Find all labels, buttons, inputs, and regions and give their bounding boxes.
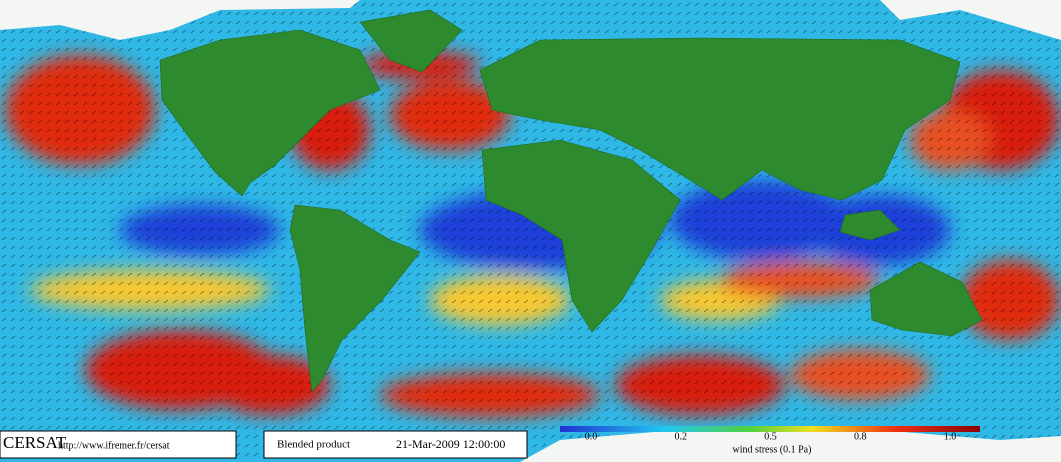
colorbar-tick-label: 1.0 xyxy=(944,431,957,442)
colorbar-tick-label: 0.5 xyxy=(764,431,777,442)
product: Blended product xyxy=(277,439,350,451)
arctic-ice xyxy=(0,0,360,40)
colorbar-tick-label: 0.2 xyxy=(675,431,688,442)
footer: CERSAT http://www.ifremer.fr/cersat Blen… xyxy=(0,426,980,459)
africa xyxy=(481,139,681,333)
south-america xyxy=(289,204,421,393)
colorbar xyxy=(560,426,980,432)
url: http://www.ifremer.fr/cersat xyxy=(58,440,170,451)
product-box xyxy=(263,430,528,459)
north-america xyxy=(159,29,381,197)
colorbar-label: wind stress (0.1 Pa) xyxy=(733,444,812,455)
arctic-ice xyxy=(880,0,1061,40)
land xyxy=(159,9,983,393)
colorbar-ticks: 0.0 0.2 0.5 0.8 1.0 xyxy=(585,431,957,442)
colorbar-tick-label: 0.0 xyxy=(585,431,598,442)
antarctic-ice xyxy=(520,428,1061,462)
colorbar-tick-label: 0.8 xyxy=(854,431,867,442)
indonesia xyxy=(839,209,901,241)
brand-box xyxy=(0,430,237,459)
australia xyxy=(869,261,983,337)
brand: CERSAT xyxy=(3,433,67,452)
datetime: 21-Mar-2009 12:00:00 xyxy=(396,437,505,451)
eurasia xyxy=(479,37,961,201)
greenland xyxy=(359,9,463,73)
